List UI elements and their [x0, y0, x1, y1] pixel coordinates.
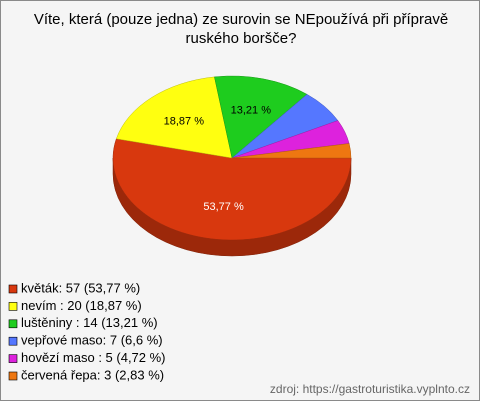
value-label: 13,21 %	[231, 104, 272, 116]
legend-swatch	[8, 302, 18, 311]
legend-label: květák: 57 (53,77 %)	[21, 280, 140, 295]
legend-swatch	[8, 336, 18, 346]
value-label: 18,87 %	[164, 116, 205, 128]
legend-label: červená řepa: 3 (2,83 %)	[21, 367, 164, 382]
slice	[112, 138, 352, 241]
chart-title: Víte, která (pouze jedna) ze surovin se …	[33, 11, 449, 47]
value-label: 53,77 %	[203, 201, 244, 213]
legend-swatch	[8, 284, 18, 294]
legend-label: vepřové maso: 7 (6,6 %)	[21, 333, 163, 348]
slice	[214, 75, 308, 159]
source: zdroj: https://gastroturistika.vyplnto.c…	[270, 382, 470, 396]
slice	[115, 76, 233, 159]
legend-label: luštěniny : 14 (13,21 %)	[21, 315, 158, 330]
legend-swatch	[8, 319, 18, 329]
legend-swatch	[8, 371, 18, 381]
slice	[231, 143, 352, 159]
legend-label: nevím : 20 (18,87 %)	[21, 298, 142, 313]
legend-label: hovězí maso : 5 (4,72 %)	[21, 350, 166, 365]
legend-swatch	[8, 354, 18, 363]
